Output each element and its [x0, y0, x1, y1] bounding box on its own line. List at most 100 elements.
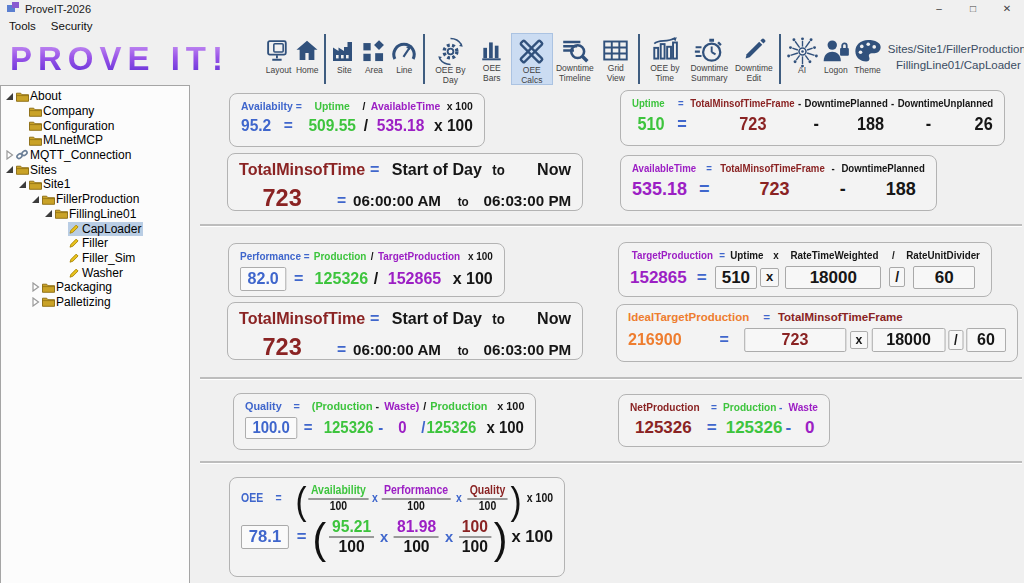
maximize-button[interactable]: □ [956, 0, 990, 18]
formula-token: Uptime [730, 249, 763, 262]
ai-icon [785, 36, 820, 66]
tree-item-label: MLnetMCP [43, 133, 103, 147]
toolbar-button-label: Theme [854, 66, 880, 76]
toolbar-button-downtime-timeline[interactable]: Downtime Timeline [553, 33, 598, 85]
value-field[interactable]: 100.0 [245, 417, 297, 439]
value-field[interactable]: 78.1 [241, 525, 289, 549]
calc-box-uptime: Uptime=TotalMinsofTimeFrame-DowntimePlan… [620, 90, 1005, 146]
formula-token: - [785, 418, 791, 438]
formula-token: - [814, 114, 819, 135]
layout-icon [265, 36, 292, 66]
formula-token: Uptime [314, 100, 349, 113]
tree-item-palletizing[interactable]: Palletizing [1, 295, 189, 310]
area-icon [360, 36, 387, 66]
menu-item-security[interactable]: Security [51, 20, 93, 32]
calc-box-totalmins1: TotalMinsofTime=Start of DaytoNow723=06:… [227, 153, 583, 211]
tree-item-label: Company [43, 104, 94, 118]
menu-bar: Tools Security [0, 18, 1024, 33]
formula-token: = [284, 117, 293, 135]
tree-item-mqtt-connection[interactable]: MQTT_Connection [1, 148, 189, 163]
tree-collapsed-arrow-icon[interactable] [31, 282, 42, 292]
menu-item-tools[interactable]: Tools [9, 20, 36, 32]
toolbar-button-downtime-summary[interactable]: Downtime Summary [687, 33, 732, 85]
formula-token: x [456, 492, 462, 506]
tree-expanded-arrow-icon[interactable] [44, 209, 55, 218]
fraction: Performance100 [381, 484, 450, 514]
formula-token: RateTimeWeighted [790, 249, 878, 262]
value-field[interactable]: 82.0 [240, 267, 286, 291]
toolbar-button-label: OEE Calcs [514, 66, 550, 86]
toolbar-button-area[interactable]: Area [359, 33, 388, 85]
toolbar-button-home[interactable]: Home [293, 33, 321, 85]
tree-expanded-arrow-icon[interactable] [5, 165, 16, 174]
calc-box-idealtargetproduction: IdealTargetProduction=TotalMinsofTimeFra… [616, 304, 1018, 362]
toolbar-button-layout[interactable]: Layout [264, 33, 293, 85]
formula-token: - [926, 114, 931, 135]
app-logo: PROVE IT! [10, 40, 260, 78]
calc-box-quality: Quality=(Production-Waste)/Productionx 1… [233, 393, 536, 450]
toolbar-button-site[interactable]: Site [329, 33, 359, 85]
tree-item-mlnetmcp[interactable]: MLnetMCP [1, 133, 189, 148]
toolbar-button-oee-by-day[interactable]: OEE By Day [428, 33, 473, 85]
tree-item-fillingline01[interactable]: FillingLine01 [1, 207, 189, 222]
value-field: x [760, 268, 779, 287]
toolbar-button-ai[interactable]: AI [784, 33, 820, 85]
formula-token: x [380, 528, 388, 545]
tree-expanded-arrow-icon[interactable] [31, 195, 42, 204]
formula-token: = [337, 192, 346, 210]
value-field: 60 [913, 266, 975, 290]
formula-token: 723 [760, 179, 790, 200]
tree-item-filler[interactable]: Filler [1, 236, 189, 251]
value-field: 510 [715, 266, 757, 290]
toolbar-button-theme[interactable]: Theme [852, 33, 884, 85]
formula-token: = [370, 309, 379, 329]
formula-token: - [376, 400, 380, 413]
toolbar-button-label: AI [798, 66, 806, 76]
tree-item-packaging[interactable]: Packaging [1, 280, 189, 295]
folder-icon [29, 135, 43, 146]
tree-item-label: Washer [82, 266, 123, 280]
formula-token: 152865 [388, 269, 442, 289]
oee-by-time-icon [650, 36, 680, 64]
tree-item-label: Configuration [43, 119, 114, 133]
formula-token: / [892, 249, 895, 262]
tree-item-sites[interactable]: Sites [1, 162, 189, 177]
tree-item-filler-sim[interactable]: Filler_Sim [1, 251, 189, 266]
formula-token: Start of Day [392, 309, 482, 329]
minimize-button[interactable]: – [922, 0, 956, 18]
toolbar-button-oee-by-time[interactable]: OEE by Time [643, 33, 688, 85]
tree-expanded-arrow-icon[interactable] [5, 92, 16, 101]
tree-item-label: Palletizing [56, 295, 111, 309]
value-field: / [889, 267, 905, 287]
tree-item-about[interactable]: About [1, 89, 189, 104]
formula-token: to [492, 162, 505, 178]
formula-token: x 100 [487, 419, 524, 437]
tree-collapsed-arrow-icon[interactable] [31, 297, 42, 307]
tree-item-company[interactable]: Company [1, 104, 189, 119]
close-button[interactable]: ✕ [990, 0, 1024, 18]
formula-token: TargetProduction [378, 250, 460, 263]
toolbar-button-oee-bars[interactable]: OEE Bars [473, 33, 511, 85]
toolbar-button-logon[interactable]: Logon [820, 33, 852, 85]
tree-item-fillerproduction[interactable]: FillerProduction [1, 192, 189, 207]
tree-collapsed-arrow-icon[interactable] [5, 150, 16, 160]
formula-token: - [891, 97, 894, 110]
toolbar-button-line[interactable]: Line [388, 33, 420, 85]
tree-item-site1[interactable]: Site1 [1, 177, 189, 192]
tree-item-caploader[interactable]: CapLoader [1, 221, 189, 236]
value-field: 723 [744, 328, 846, 352]
tree-item-body: Packaging [42, 280, 114, 294]
formula-token: = [337, 341, 346, 359]
formula-token: = [711, 401, 717, 414]
toolbar-button-downtime-edit[interactable]: Downtime Edit [732, 33, 777, 85]
breadcrumb[interactable]: Sites/Site1/FillerProduction/ FillingLin… [883, 42, 1024, 73]
toolbar-button-grid-view[interactable]: Grid View [597, 33, 634, 85]
tree-item-washer[interactable]: Washer [1, 265, 189, 280]
tree-item-body: FillerProduction [42, 192, 141, 206]
toolbar-button-oee-calcs[interactable]: OEE Calcs [511, 33, 553, 85]
tree-expanded-arrow-icon[interactable] [18, 180, 29, 189]
formula-token: to [492, 311, 505, 327]
window-title: ProveIT-2026 [25, 3, 91, 15]
title-bar: ProveIT-2026 – □ ✕ [0, 0, 1024, 18]
tree-item-configuration[interactable]: Configuration [1, 118, 189, 133]
